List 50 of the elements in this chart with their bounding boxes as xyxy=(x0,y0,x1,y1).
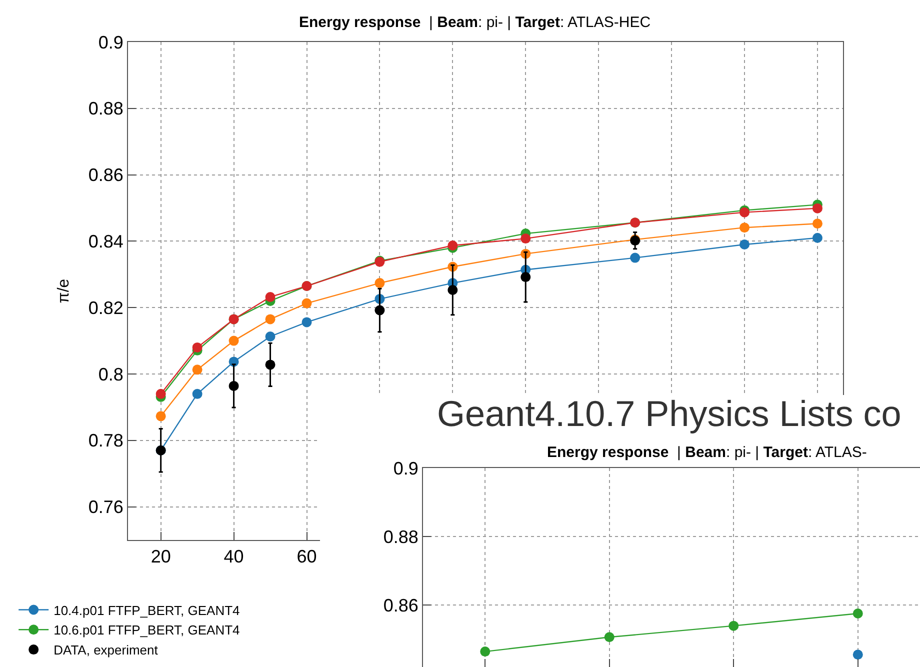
point xyxy=(812,203,822,214)
point xyxy=(630,252,640,263)
point xyxy=(448,285,458,295)
point xyxy=(812,218,822,229)
legend-label: 10.4.p01 FTFP_BERT, GEANT4 xyxy=(54,602,240,618)
point xyxy=(302,317,312,328)
point xyxy=(520,234,531,244)
point xyxy=(852,608,863,618)
point xyxy=(852,650,863,660)
point xyxy=(156,388,166,399)
point xyxy=(302,298,312,308)
chart-subtitle: Energy response | Beam: pi- | Target: ATLAS- xyxy=(547,444,867,461)
point xyxy=(192,342,202,352)
x-tick-label: 20 xyxy=(150,546,171,567)
y-tick-label: 0.78 xyxy=(88,430,124,451)
point xyxy=(265,292,276,302)
y-tick-label: 0.9 xyxy=(393,458,418,478)
point xyxy=(520,272,531,282)
point xyxy=(604,632,614,642)
point xyxy=(740,240,750,250)
point xyxy=(728,620,739,631)
legend-label: 10.6.p01 FTFP_BERT, GEANT4 xyxy=(54,622,240,638)
point xyxy=(228,380,239,391)
x-tick-label: 40 xyxy=(224,546,244,567)
y-tick-label: 0.82 xyxy=(88,298,124,318)
y-tick-label: 0.76 xyxy=(88,497,124,518)
point xyxy=(265,314,276,324)
point xyxy=(192,364,202,375)
point xyxy=(812,232,822,243)
y-tick-label: 0.8 xyxy=(98,364,124,384)
point xyxy=(156,411,166,422)
y-tick-label: 0.9 xyxy=(98,32,124,52)
point xyxy=(480,646,490,657)
chart-title: Energy response | Beam: pi- | Target: ATLAS-HEC xyxy=(299,14,651,31)
y-tick-label: 0.86 xyxy=(383,596,418,616)
legend-label: DATA, experiment xyxy=(54,642,158,658)
y-tick-label: 0.88 xyxy=(88,98,124,119)
point xyxy=(192,388,202,399)
point xyxy=(265,331,276,342)
y-axis-title: π/e xyxy=(55,278,72,304)
x-tick-label: 60 xyxy=(296,546,317,567)
point xyxy=(228,336,239,346)
y-tick-label: 0.86 xyxy=(88,165,124,186)
y-tick-label: 0.84 xyxy=(88,232,124,252)
point xyxy=(374,278,385,288)
point xyxy=(740,222,750,233)
point xyxy=(374,305,385,316)
point xyxy=(265,360,276,370)
y-tick-label: 0.88 xyxy=(383,526,418,547)
chart-title: Geant4.10.7 Physics Lists co xyxy=(437,393,902,434)
